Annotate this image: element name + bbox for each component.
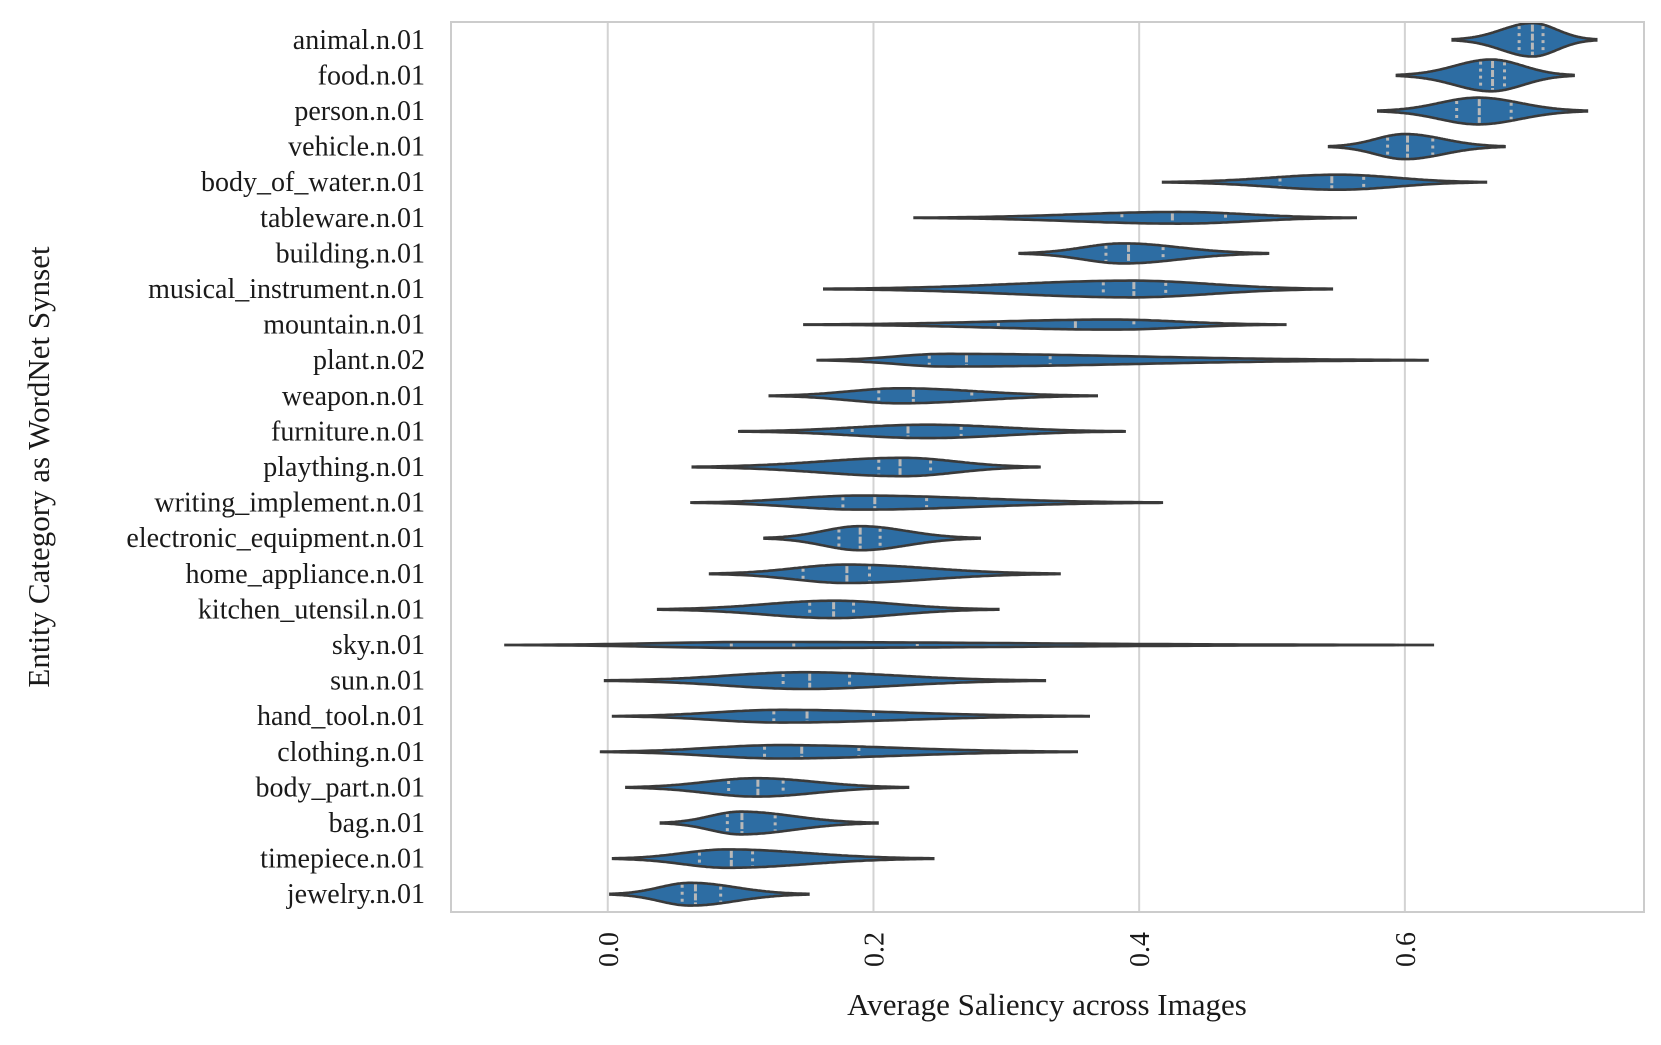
violin-hand_tool.n.01	[611, 708, 1090, 724]
x-tick-label: 0.0	[594, 932, 625, 967]
y-tick-label: hand_tool.n.01	[257, 701, 425, 732]
violin-timepiece.n.01	[611, 848, 935, 870]
y-tick-label: sun.n.01	[330, 666, 425, 697]
violin-weapon.n.01	[768, 387, 1098, 405]
violin-body	[1327, 132, 1506, 161]
y-tick-label: person.n.01	[294, 96, 425, 127]
y-axis-title: Entity Category as WordNet Synset	[21, 246, 56, 688]
x-tick-label: 0.2	[859, 932, 890, 967]
violin-layer	[504, 21, 1598, 907]
violin-body	[913, 210, 1357, 225]
violin-body	[611, 708, 1090, 724]
y-tick-label: kitchen_utensil.n.01	[198, 594, 425, 625]
violin-plant.n.02	[816, 352, 1429, 368]
y-tick-label: musical_instrument.n.01	[148, 274, 425, 305]
violin-writing_implement.n.01	[690, 494, 1164, 511]
violin-body	[504, 640, 1435, 650]
y-tick-label: plaything.n.01	[263, 452, 425, 483]
violin-body	[659, 810, 879, 836]
violin-building.n.01	[1018, 242, 1270, 265]
violin-body	[690, 494, 1164, 511]
y-tick-label: jewelry.n.01	[286, 879, 425, 910]
violin-mountain.n.01	[803, 318, 1287, 331]
violin-body	[625, 776, 910, 798]
y-tick-label: writing_implement.n.01	[154, 488, 425, 519]
violin-body	[1018, 242, 1270, 265]
violin-clothing.n.01	[599, 743, 1078, 760]
y-tick-label: furniture.n.01	[271, 416, 425, 447]
y-tick-label: timepiece.n.01	[260, 844, 425, 875]
y-tick-label: bag.n.01	[329, 808, 425, 839]
y-tick-label: plant.n.02	[313, 345, 425, 376]
violin-body	[1451, 21, 1598, 58]
x-tick-label: 0.6	[1391, 932, 1422, 967]
y-tick-label: body_of_water.n.01	[201, 167, 425, 198]
violin-body	[1161, 173, 1488, 191]
violin-body_of_water.n.01	[1161, 173, 1488, 191]
y-tick-label: food.n.01	[318, 60, 425, 91]
y-tick-label: tableware.n.01	[260, 203, 425, 234]
violin-body	[823, 279, 1334, 299]
violin-bag.n.01	[659, 810, 879, 836]
violin-sun.n.01	[603, 670, 1047, 691]
violin-kitchen_utensil.n.01	[656, 599, 1000, 620]
violin-person.n.01	[1377, 96, 1589, 126]
violin-food.n.01	[1395, 58, 1575, 93]
violin-home_appliance.n.01	[708, 563, 1061, 585]
y-tick-label: weapon.n.01	[282, 381, 425, 412]
y-tick-label: animal.n.01	[293, 25, 425, 56]
violin-body	[816, 352, 1429, 368]
violin-vehicle.n.01	[1327, 132, 1506, 161]
violin-furniture.n.01	[738, 423, 1126, 440]
y-tick-label: sky.n.01	[332, 630, 425, 661]
y-tick-label: clothing.n.01	[277, 737, 425, 768]
y-tick-label: home_appliance.n.01	[186, 559, 425, 590]
violin-body	[768, 387, 1098, 405]
x-tick-label: 0.4	[1125, 932, 1156, 967]
violin-animal.n.01	[1451, 21, 1598, 58]
grid-layer	[606, 22, 1406, 912]
violin-body	[599, 743, 1078, 760]
y-tick-label: vehicle.n.01	[288, 132, 425, 163]
x-axis-title: Average Saliency across Images	[847, 987, 1247, 1022]
violin-musical_instrument.n.01	[823, 279, 1334, 299]
violin-plaything.n.01	[691, 456, 1041, 478]
y-tick-label: mountain.n.01	[263, 310, 425, 341]
violin-body	[738, 423, 1126, 440]
violin-body	[763, 524, 981, 552]
violin-sky.n.01	[504, 640, 1435, 650]
violin-body	[603, 670, 1047, 691]
y-tick-labels: animal.n.01 food.n.01 person.n.01 vehicle.n…	[126, 25, 425, 910]
violin-body_part.n.01	[625, 776, 910, 798]
violin-body	[1377, 96, 1589, 126]
violin-body	[803, 318, 1287, 331]
violin-body	[1395, 58, 1575, 93]
y-tick-label: electronic_equipment.n.01	[126, 523, 425, 554]
y-tick-label: body_part.n.01	[255, 772, 425, 803]
violin-body	[691, 456, 1041, 478]
y-tick-label: building.n.01	[276, 238, 425, 269]
violin-electronic_equipment.n.01	[763, 524, 981, 552]
violin-jewelry.n.01	[609, 881, 810, 907]
plot-frame	[450, 21, 1645, 913]
violin-body	[656, 599, 1000, 620]
violin-body	[611, 848, 935, 870]
violin-body	[609, 881, 810, 907]
violin-body	[708, 563, 1061, 585]
violin-tableware.n.01	[913, 210, 1357, 225]
x-tick-labels: 0.0 0.2 0.4 0.6	[594, 932, 1422, 967]
